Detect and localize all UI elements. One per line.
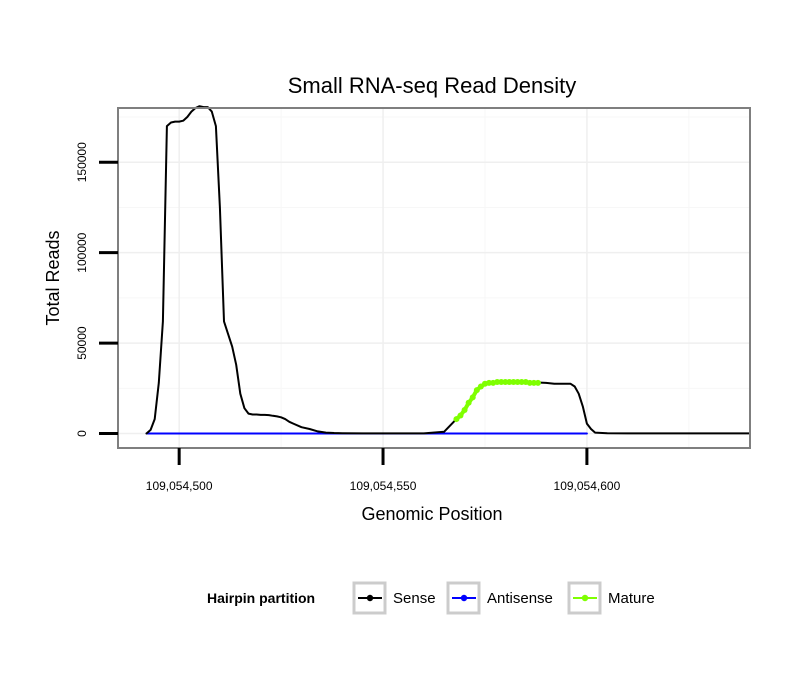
legend: Hairpin partition Sense Antisense Mature	[207, 581, 655, 615]
legend-label: Sense	[393, 590, 436, 607]
legend-title: Hairpin partition	[207, 590, 315, 606]
x-tick-label: 109,054,550	[350, 479, 417, 493]
legend-key-point	[581, 594, 589, 602]
y-tick-label: 150000	[75, 142, 89, 182]
plot-border	[117, 107, 751, 449]
y-tick-label: 0	[75, 430, 89, 437]
mature-point	[469, 394, 476, 401]
y-tick-label: 100000	[75, 232, 89, 272]
chart-title: Small RNA-seq Read Density	[288, 73, 577, 98]
legend-key-point	[460, 594, 468, 602]
y-tick-label: 50000	[75, 326, 89, 360]
plot-panel	[118, 108, 750, 448]
legend-item-mature: Mature	[567, 581, 655, 615]
legend-keys: Sense Antisense Mature	[352, 581, 655, 615]
legend-item-antisense: Antisense	[446, 581, 553, 615]
mature-point	[534, 379, 541, 386]
y-axis-title: Total Reads	[43, 230, 63, 325]
legend-item-sense: Sense	[352, 581, 436, 615]
mature-point	[465, 399, 472, 406]
y-axis: 0 50000 100000 150000	[75, 142, 118, 437]
mature-point	[473, 387, 480, 394]
legend-key-point	[366, 594, 374, 602]
x-axis: 109,054,500 109,054,550 109,054,600	[146, 448, 621, 493]
x-tick-label: 109,054,600	[554, 479, 621, 493]
x-axis-title: Genomic Position	[361, 504, 502, 524]
legend-label: Mature	[608, 590, 655, 607]
mature-point	[461, 407, 468, 414]
mature-point	[457, 412, 464, 419]
legend-label: Antisense	[487, 590, 553, 607]
mature-point	[453, 416, 460, 423]
x-tick-label: 109,054,500	[146, 479, 213, 493]
